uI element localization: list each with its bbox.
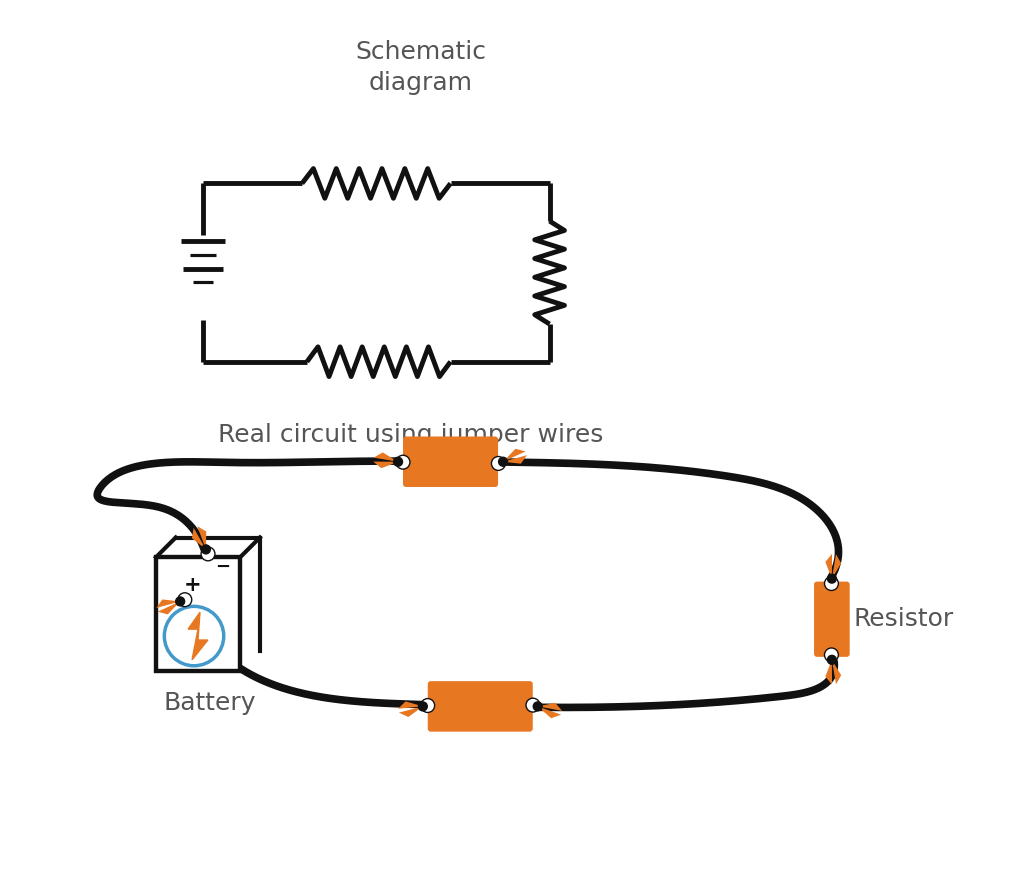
Circle shape bbox=[418, 702, 427, 711]
Circle shape bbox=[827, 574, 836, 583]
Polygon shape bbox=[503, 449, 526, 462]
Circle shape bbox=[533, 702, 542, 711]
Polygon shape bbox=[538, 703, 562, 711]
Circle shape bbox=[824, 648, 838, 662]
Polygon shape bbox=[157, 601, 180, 614]
Circle shape bbox=[526, 699, 540, 712]
Text: Real circuit using jumper wires: Real circuit using jumper wires bbox=[218, 423, 604, 447]
Polygon shape bbox=[503, 456, 527, 463]
Polygon shape bbox=[832, 660, 841, 685]
FancyBboxPatch shape bbox=[427, 681, 533, 732]
Circle shape bbox=[498, 457, 508, 466]
Polygon shape bbox=[374, 452, 398, 462]
Polygon shape bbox=[825, 554, 832, 578]
Text: +: + bbox=[185, 575, 202, 595]
Polygon shape bbox=[156, 599, 180, 608]
Circle shape bbox=[394, 457, 403, 466]
Circle shape bbox=[396, 456, 410, 469]
Circle shape bbox=[201, 547, 215, 561]
Circle shape bbox=[178, 593, 192, 606]
Circle shape bbox=[176, 597, 185, 606]
Circle shape bbox=[824, 577, 838, 591]
Polygon shape bbox=[398, 701, 423, 709]
Polygon shape bbox=[832, 554, 841, 578]
FancyBboxPatch shape bbox=[814, 582, 850, 657]
Polygon shape bbox=[374, 462, 398, 469]
Text: Schematic
diagram: Schematic diagram bbox=[355, 40, 486, 96]
Polygon shape bbox=[156, 557, 241, 672]
FancyBboxPatch shape bbox=[403, 436, 498, 487]
Text: Battery: Battery bbox=[163, 691, 256, 715]
Circle shape bbox=[201, 545, 210, 554]
Circle shape bbox=[421, 699, 434, 712]
Polygon shape bbox=[825, 660, 832, 685]
Polygon shape bbox=[192, 528, 206, 550]
Polygon shape bbox=[399, 706, 423, 717]
Circle shape bbox=[827, 655, 836, 665]
Text: Resistor: Resistor bbox=[854, 607, 954, 631]
Polygon shape bbox=[197, 526, 206, 550]
Polygon shape bbox=[188, 612, 208, 660]
Circle shape bbox=[491, 456, 505, 470]
Text: −: − bbox=[215, 558, 230, 577]
Polygon shape bbox=[538, 706, 561, 719]
